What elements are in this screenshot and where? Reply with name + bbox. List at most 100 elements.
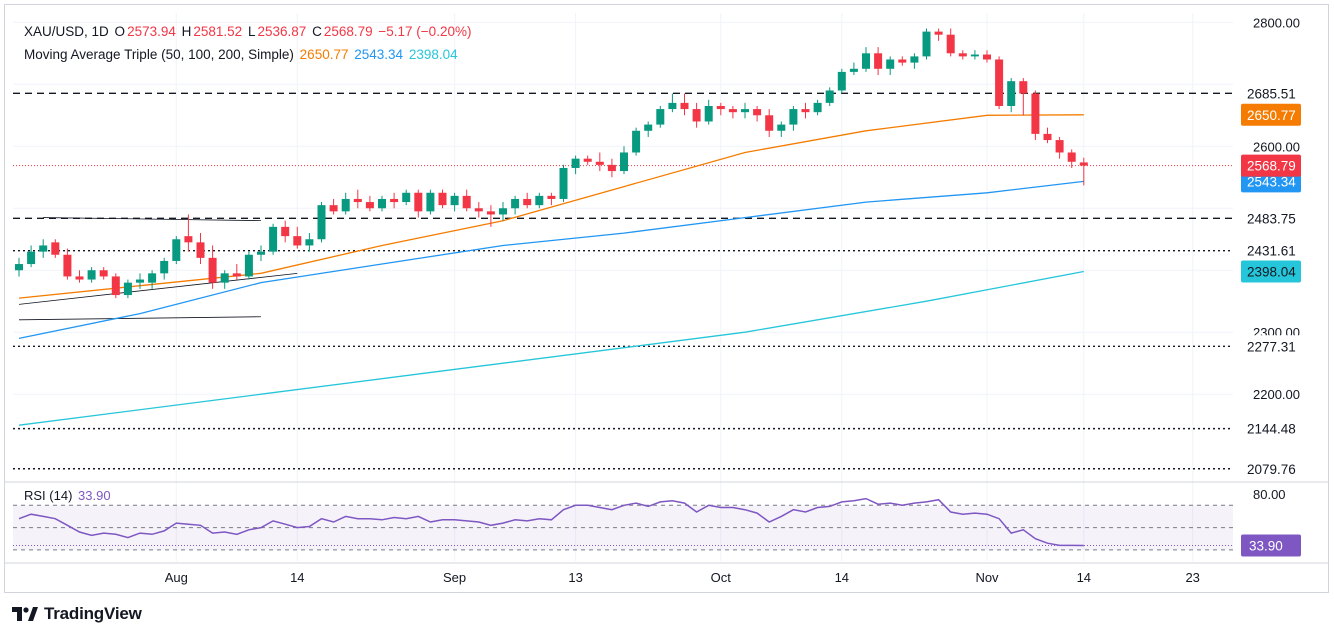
candle[interactable] xyxy=(728,109,737,113)
candle[interactable] xyxy=(765,115,774,131)
candle[interactable] xyxy=(462,195,471,209)
candle[interactable] xyxy=(220,273,229,283)
candle[interactable] xyxy=(535,195,544,206)
candle[interactable] xyxy=(1031,93,1040,134)
candle[interactable] xyxy=(232,273,241,277)
candle[interactable] xyxy=(281,226,290,237)
candle[interactable] xyxy=(1079,162,1088,166)
ma50-tag: 2650.77 xyxy=(1247,108,1296,123)
candle[interactable] xyxy=(656,109,665,125)
candle[interactable] xyxy=(196,242,205,258)
candle[interactable] xyxy=(39,245,48,252)
rsi-legend: RSI (14) 33.90 xyxy=(24,488,113,503)
candle[interactable] xyxy=(547,195,556,199)
candle[interactable] xyxy=(450,195,459,206)
candle[interactable] xyxy=(886,59,895,69)
candle[interactable] xyxy=(353,198,362,203)
candle[interactable] xyxy=(753,109,762,116)
candle[interactable] xyxy=(63,254,72,277)
candle[interactable] xyxy=(438,192,447,206)
candle[interactable] xyxy=(390,198,399,203)
candle[interactable] xyxy=(995,59,1004,106)
candle[interactable] xyxy=(849,68,858,72)
candle[interactable] xyxy=(244,254,253,277)
candle[interactable] xyxy=(789,109,798,125)
candle[interactable] xyxy=(305,239,314,246)
candle[interactable] xyxy=(958,53,967,57)
candle[interactable] xyxy=(293,236,302,246)
candle[interactable] xyxy=(559,167,568,199)
candle[interactable] xyxy=(148,273,157,283)
candle[interactable] xyxy=(269,226,278,252)
candle[interactable] xyxy=(378,198,386,209)
price-level-tag-box xyxy=(1241,417,1301,440)
candle[interactable] xyxy=(898,59,907,63)
candle[interactable] xyxy=(426,192,435,212)
candle[interactable] xyxy=(27,251,36,265)
candle[interactable] xyxy=(644,124,653,131)
candle[interactable] xyxy=(801,109,810,113)
candle[interactable] xyxy=(87,270,96,280)
candle[interactable] xyxy=(1019,81,1028,94)
candle[interactable] xyxy=(983,54,991,60)
candle[interactable] xyxy=(402,192,411,203)
candle[interactable] xyxy=(511,198,520,209)
candle[interactable] xyxy=(329,205,338,212)
candle[interactable] xyxy=(474,208,483,212)
candle[interactable] xyxy=(595,161,604,165)
tradingview-logo[interactable]: TradingView xyxy=(12,604,142,624)
candle[interactable] xyxy=(51,242,60,255)
candle[interactable] xyxy=(1067,152,1076,162)
candle[interactable] xyxy=(874,53,883,69)
candle[interactable] xyxy=(777,124,786,131)
candle[interactable] xyxy=(680,102,689,110)
candle[interactable] xyxy=(862,53,870,69)
candle[interactable] xyxy=(75,276,84,280)
candle[interactable] xyxy=(922,31,931,57)
candle[interactable] xyxy=(172,239,181,261)
candle[interactable] xyxy=(341,198,350,212)
price-level-tag-box xyxy=(1241,335,1301,358)
candle[interactable] xyxy=(813,102,822,113)
price-chart[interactable]: 2200.002300.002600.002800.002685.512483.… xyxy=(5,5,1328,592)
candle[interactable] xyxy=(414,192,423,212)
change-value: −5.17 (−0.20%) xyxy=(378,24,472,39)
candle[interactable] xyxy=(607,164,616,172)
candle[interactable] xyxy=(825,90,834,103)
candle[interactable] xyxy=(716,105,725,110)
candle[interactable] xyxy=(837,71,846,91)
candle[interactable] xyxy=(486,211,495,215)
candle[interactable] xyxy=(741,109,749,113)
candle[interactable] xyxy=(1055,140,1064,153)
candle[interactable] xyxy=(620,152,628,172)
candle[interactable] xyxy=(1007,81,1016,106)
candle[interactable] xyxy=(910,56,919,63)
candle[interactable] xyxy=(583,158,592,162)
candle[interactable] xyxy=(704,105,713,122)
trend-line xyxy=(43,217,262,222)
candle[interactable] xyxy=(571,158,580,168)
candle[interactable] xyxy=(499,208,507,215)
candle[interactable] xyxy=(692,109,701,122)
price-level-tag-box xyxy=(1241,457,1301,480)
candle[interactable] xyxy=(523,198,532,206)
candle[interactable] xyxy=(111,276,120,296)
candle[interactable] xyxy=(365,202,374,209)
candle[interactable] xyxy=(99,270,108,277)
candle[interactable] xyxy=(317,205,326,240)
candle[interactable] xyxy=(934,31,943,35)
candle[interactable] xyxy=(970,54,979,57)
candle[interactable] xyxy=(160,260,169,274)
candle[interactable] xyxy=(123,282,132,296)
candle[interactable] xyxy=(136,279,144,283)
price-level-tag-box xyxy=(1241,239,1301,262)
candle[interactable] xyxy=(15,264,23,271)
price-axis-tick: 2200.00 xyxy=(1253,387,1300,402)
candle[interactable] xyxy=(208,257,217,283)
candle[interactable] xyxy=(257,251,265,255)
candle[interactable] xyxy=(184,236,193,243)
candle[interactable] xyxy=(946,34,955,54)
candle[interactable] xyxy=(632,130,641,153)
candle[interactable] xyxy=(1043,133,1052,141)
candle[interactable] xyxy=(668,102,677,110)
